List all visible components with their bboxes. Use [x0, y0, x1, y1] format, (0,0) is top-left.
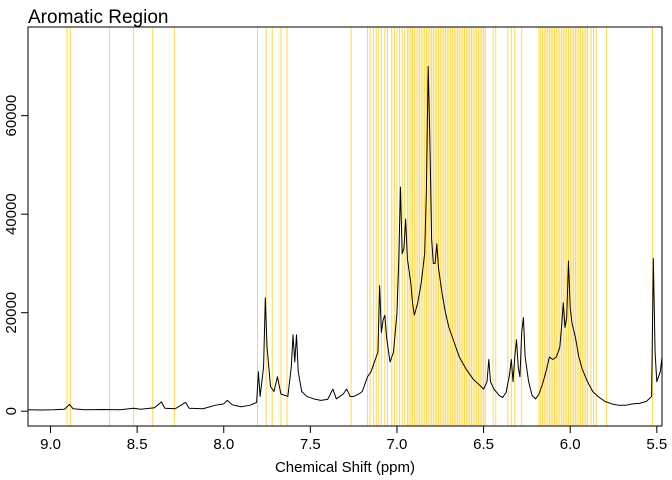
x-tick-label-0: 9.0 [40, 436, 61, 453]
x-axis-label: Chemical Shift (ppm) [275, 459, 415, 476]
x-tick-label-1: 8.5 [127, 436, 148, 453]
x-tick-label-4: 7.0 [387, 436, 408, 453]
x-tick-label-2: 8.0 [213, 436, 234, 453]
marker-lines-layer [66, 27, 653, 426]
plot-frame [27, 26, 663, 427]
x-tick-label-6: 6.0 [560, 436, 581, 453]
y-tick-label-1: 20000 [3, 292, 20, 334]
x-tick-label-3: 7.5 [300, 436, 321, 453]
chart-title: Aromatic Region [28, 7, 168, 28]
x-axis: 9.0 8.5 8.0 7.5 7.0 6.5 6.0 5.5 [40, 426, 667, 453]
y-tick-label-0: 0 [3, 407, 20, 415]
spectrum-layer [27, 65, 663, 411]
x-tick-label-7: 5.5 [646, 436, 667, 453]
y-axis: 0 20000 40000 60000 [3, 95, 28, 415]
spectrum-line-0 [27, 65, 663, 411]
y-tick-label-3: 60000 [3, 95, 20, 137]
x-tick-label-5: 6.5 [473, 436, 494, 453]
y-tick-label-2: 40000 [3, 193, 20, 235]
